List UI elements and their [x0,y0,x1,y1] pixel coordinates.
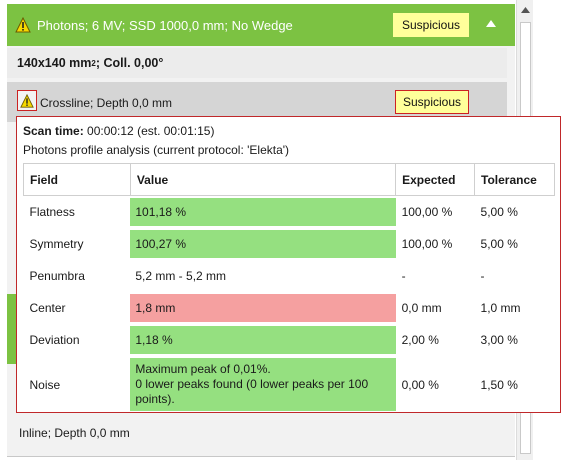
value-box-pass: 101,18 % [130,198,396,226]
value-box-fail: 1,8 mm [130,294,396,322]
value-cell: 1,8 mm [130,292,396,324]
analysis-table: Field Value Expected Tolerance Flatness … [23,163,555,413]
value-box: 5,2 mm - 5,2 mm [135,269,227,283]
table-header-row: Field Value Expected Tolerance [23,163,555,196]
column-header-tolerance: Tolerance [474,163,555,196]
tolerance-cell: - [480,269,485,283]
value-cell: Maximum peak of 0,01%. 0 lower peaks fou… [130,356,396,413]
group-color-stub [7,294,17,364]
expected-cell: 2,00 % [401,333,439,347]
scan-time-value: 00:00:12 (est. 00:01:15) [83,124,215,138]
collimator-angle: ; Coll. 0,00° [95,56,164,70]
tolerance-cell: 5,00 % [480,205,518,219]
noise-line-1: Maximum peak of 0,01%. [135,362,271,376]
table-row: Symmetry 100,27 % 100,00 % 5,00 % [24,228,555,260]
scroll-up-arrow-icon[interactable] [517,2,533,18]
scan-time: Scan time: 00:00:12 (est. 00:01:15) [23,124,214,138]
warning-triangle-icon [15,17,31,33]
inline-label: Inline; Depth 0,0 mm [19,426,130,440]
value-box-pass: 100,27 % [130,230,396,258]
field-cell: Noise [29,377,61,392]
field-cell: Penumbra [29,269,85,283]
field-cell: Deviation [29,333,80,347]
divider [7,456,515,457]
table-row: Flatness 101,18 % 100,00 % 5,00 % [24,196,555,229]
noise-line-2: 0 lower peaks found (0 lower peaks per 1… [135,377,369,406]
field-size-subheader: 140x140 mm 2; Coll. 0,00° [7,48,507,78]
crossline-row[interactable]: Crossline; Depth 0,0 mm Suspicious [7,82,507,122]
measurement-group-header[interactable]: Photons; 6 MV; SSD 1000,0 mm; No Wedge S… [7,4,515,46]
table-row: Center 1,8 mm 0,0 mm 1,0 mm [24,292,555,324]
column-header-expected: Expected [395,163,476,196]
profile-analysis-tooltip: Scan time: 00:00:12 (est. 00:01:15) Phot… [16,116,561,413]
crossline-warning-button[interactable] [17,90,37,111]
tolerance-cell: 5,00 % [480,237,518,251]
expected-cell: - [401,269,406,283]
expected-cell: 0,0 mm [401,301,442,315]
value-box-pass: 1,18 % [130,326,396,354]
tolerance-cell: 3,00 % [480,333,518,347]
table-row: Noise Maximum peak of 0,01%. 0 lower pea… [24,356,555,413]
column-header-value: Value [130,163,397,196]
group-title: Photons; 6 MV; SSD 1000,0 mm; No Wedge [37,17,293,33]
field-cell: Center [29,301,66,315]
warning-triangle-icon [20,93,34,108]
value-cell: 1,18 % [130,324,396,356]
status-badge: Suspicious [393,13,469,37]
inline-row[interactable]: Inline; Depth 0,0 mm [19,426,130,440]
chevron-up-icon[interactable] [485,18,497,30]
scan-time-label: Scan time: [23,124,84,138]
field-size: 140x140 mm [17,56,92,70]
value-cell: 101,18 % [130,196,396,229]
table-row: Deviation 1,18 % 2,00 % 3,00 % [24,324,555,356]
analysis-protocol: Photons profile analysis (current protoc… [23,143,290,157]
crossline-status-badge: Suspicious [395,90,469,114]
crossline-label: Crossline; Depth 0,0 mm [40,96,173,110]
value-cell: 100,27 % [130,228,396,260]
tolerance-cell: 1,0 mm [480,301,521,315]
expected-cell: 100,00 % [401,205,453,219]
table-row: Penumbra 5,2 mm - 5,2 mm - - [24,260,555,292]
value-box-pass: Maximum peak of 0,01%. 0 lower peaks fou… [130,358,396,411]
expected-cell: 0,00 % [401,377,439,392]
expected-cell: 100,00 % [401,237,453,251]
field-cell: Symmetry [29,237,84,251]
field-cell: Flatness [29,205,75,219]
tolerance-cell: 1,50 % [480,377,518,392]
value-cell: 5,2 mm - 5,2 mm [130,260,395,292]
field-size-superscript: 2 [91,58,96,68]
column-header-field: Field [23,163,131,196]
